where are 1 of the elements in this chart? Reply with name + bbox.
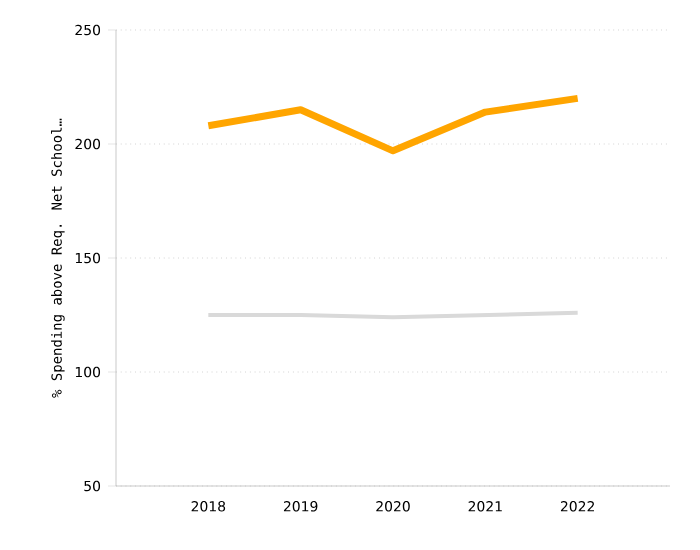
line-series bbox=[204, 94, 582, 155]
